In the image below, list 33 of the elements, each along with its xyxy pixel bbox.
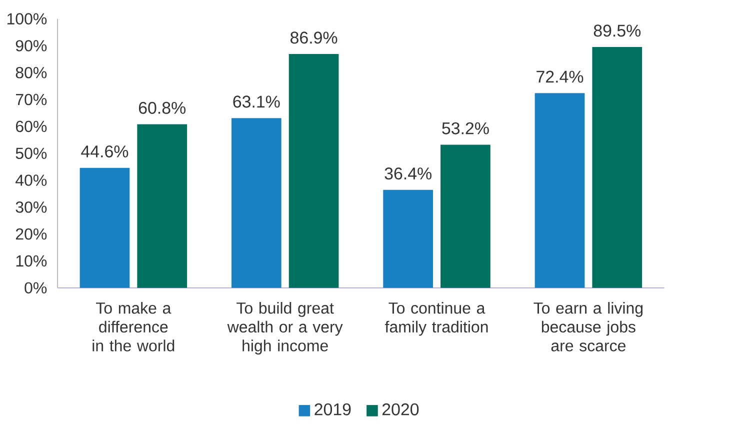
bar <box>80 168 130 288</box>
legend-label: 2020 <box>382 404 419 416</box>
y-tick-label: 40% <box>16 174 47 186</box>
y-tick-label: 60% <box>16 121 47 132</box>
x-tick-label: To make a difference in the world <box>92 302 174 352</box>
data-label: 86.9% <box>290 32 338 44</box>
y-tick-label: 70% <box>16 94 47 106</box>
x-tick-label: To build great wealth or a very high income <box>227 302 343 355</box>
data-label: 44.6% <box>81 146 128 158</box>
data-label: 72.4% <box>536 70 584 83</box>
y-tick-label: 90% <box>16 40 47 52</box>
y-tick-label: 30% <box>16 202 47 214</box>
legend-label: 2019 <box>314 404 351 416</box>
y-tick-label: 50% <box>16 148 47 160</box>
y-tick-label: 0% <box>24 282 47 294</box>
y-tick-label: 20% <box>16 228 47 240</box>
x-tick-label: To continue a family tradition <box>385 302 488 336</box>
bar <box>383 190 434 288</box>
bar <box>534 93 585 288</box>
y-tick-label: 80% <box>16 67 47 79</box>
data-label: 63.1% <box>233 96 280 108</box>
y-tick-label: 100% <box>7 13 47 25</box>
bar <box>137 124 188 288</box>
bar <box>440 144 490 288</box>
data-label: 36.4% <box>384 168 432 180</box>
bar <box>231 118 282 288</box>
data-label: 60.8% <box>138 102 186 114</box>
y-tick-label: 10% <box>16 256 47 267</box>
bar <box>592 47 642 288</box>
data-label: 89.5% <box>594 24 641 37</box>
data-label: 53.2% <box>442 122 489 135</box>
x-tick-label: To earn a living because jobs are scarce <box>534 302 643 352</box>
bar <box>288 54 339 288</box>
